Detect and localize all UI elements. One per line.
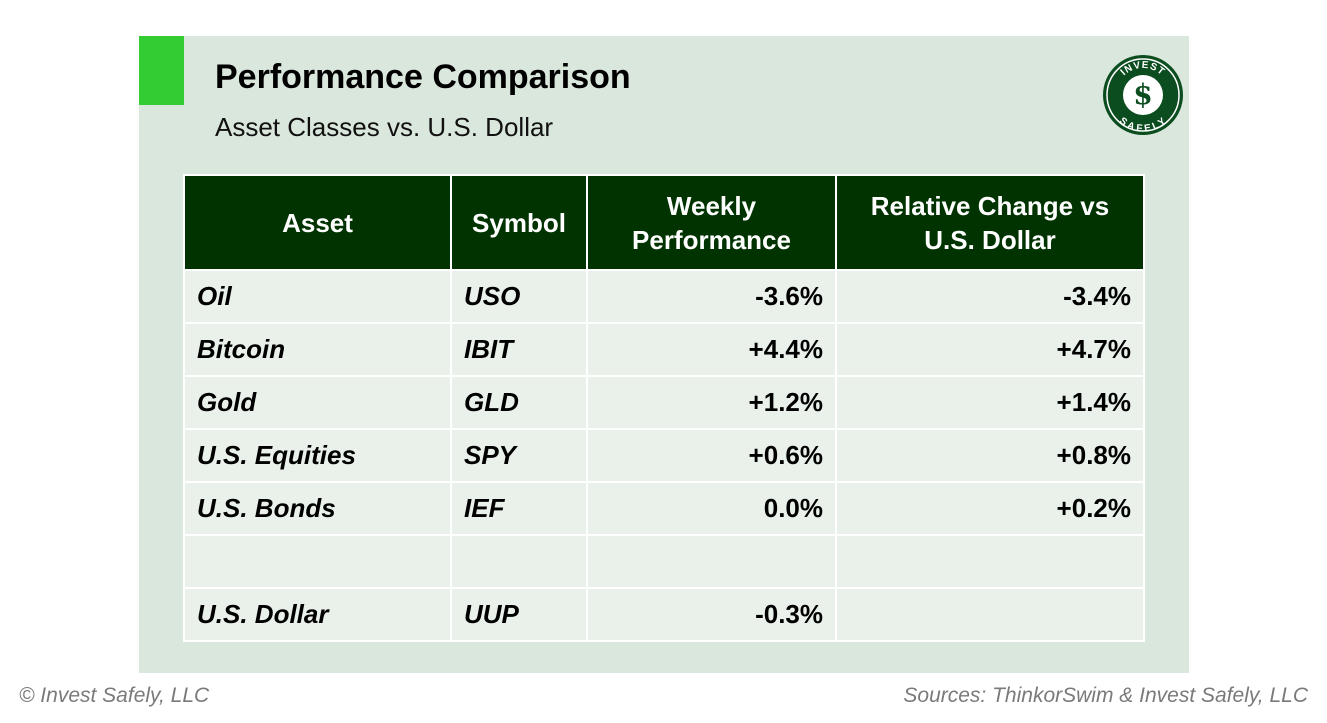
- page-subtitle: Asset Classes vs. U.S. Dollar: [215, 112, 554, 142]
- table-row: Gold GLD +1.2% +1.4%: [183, 375, 1145, 430]
- empty-cell: [835, 534, 1145, 589]
- weekly-cell: +0.6%: [586, 428, 837, 483]
- table-header-row: Asset Symbol Weekly Performance Relative…: [183, 174, 1145, 271]
- logo-symbol: $: [1133, 78, 1152, 111]
- asset-cell: U.S. Bonds: [183, 481, 452, 536]
- table-row: U.S. Equities SPY +0.6% +0.8%: [183, 428, 1145, 483]
- table-row: Bitcoin IBIT +4.4% +4.7%: [183, 322, 1145, 377]
- column-header-symbol: Symbol: [450, 174, 588, 271]
- table-row: U.S. Bonds IEF 0.0% +0.2%: [183, 481, 1145, 536]
- relative-cell: +0.8%: [835, 428, 1145, 483]
- empty-cell: [450, 534, 588, 589]
- svg-text:INVEST: INVEST: [1119, 60, 1167, 78]
- symbol-cell: GLD: [450, 375, 588, 430]
- relative-cell: +1.4%: [835, 375, 1145, 430]
- performance-table: Asset Symbol Weekly Performance Relative…: [183, 174, 1145, 642]
- weekly-cell: +1.2%: [586, 375, 837, 430]
- weekly-cell: -3.6%: [586, 269, 837, 324]
- asset-cell: Gold: [183, 375, 452, 430]
- weekly-cell: 0.0%: [586, 481, 837, 536]
- asset-cell: Bitcoin: [183, 322, 452, 377]
- relative-cell: +0.2%: [835, 481, 1145, 536]
- column-header-weekly: Weekly Performance: [586, 174, 837, 271]
- symbol-cell: IEF: [450, 481, 588, 536]
- page-title: Performance Comparison: [215, 58, 631, 96]
- asset-cell: Oil: [183, 269, 452, 324]
- copyright-footer: © Invest Safely, LLC: [19, 684, 210, 707]
- logo-top-text: INVEST: [1119, 60, 1166, 78]
- table-row: Oil USO -3.6% -3.4%: [183, 269, 1145, 324]
- invest-safely-logo: $ INVEST SAFELY: [1103, 55, 1183, 135]
- column-header-asset: Asset: [183, 174, 452, 271]
- relative-cell: +4.7%: [835, 322, 1145, 377]
- empty-row: [183, 534, 1145, 589]
- asset-cell: U.S. Dollar: [183, 587, 452, 642]
- weekly-cell: +4.4%: [586, 322, 837, 377]
- symbol-cell: SPY: [450, 428, 588, 483]
- symbol-cell: USO: [450, 269, 588, 324]
- benchmark-row: U.S. Dollar UUP -0.3%: [183, 587, 1145, 642]
- column-header-relative: Relative Change vs U.S. Dollar: [835, 174, 1145, 271]
- asset-cell: U.S. Equities: [183, 428, 452, 483]
- weekly-cell: -0.3%: [586, 587, 837, 642]
- relative-cell: -3.4%: [835, 269, 1145, 324]
- accent-bar: [139, 36, 184, 105]
- empty-cell: [183, 534, 452, 589]
- symbol-cell: UUP: [450, 587, 588, 642]
- sources-footer: Sources: ThinkorSwim & Invest Safely, LL…: [903, 684, 1308, 707]
- symbol-cell: IBIT: [450, 322, 588, 377]
- relative-cell: [835, 587, 1145, 642]
- empty-cell: [586, 534, 837, 589]
